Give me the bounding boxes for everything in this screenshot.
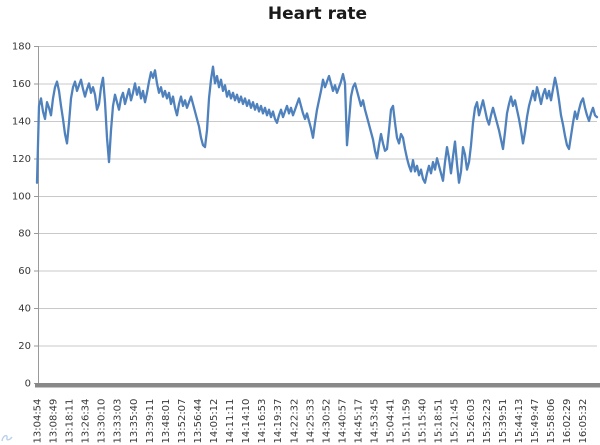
- x-tick-label: 13:26:34: [81, 399, 92, 444]
- x-tick-label: 15:11:59: [402, 399, 413, 444]
- x-tick-label: 15:15:40: [418, 399, 429, 444]
- corner-watermark-artifact: [1, 434, 13, 442]
- x-tick-label: 16:02:29: [562, 399, 573, 444]
- x-tick-label: 13:35:40: [129, 399, 140, 444]
- x-tick-label: 15:18:51: [434, 399, 445, 444]
- x-tick-label: 15:04:41: [386, 399, 397, 444]
- gridlines: [38, 46, 597, 347]
- x-tick-label: 15:21:45: [450, 399, 461, 444]
- y-tick-label: 20: [18, 341, 31, 352]
- y-tick-label: 40: [18, 304, 31, 315]
- x-tick-label: 13:52:07: [177, 399, 188, 444]
- x-tick-label: 15:58:06: [546, 399, 557, 444]
- x-axis-labels: 13:04:54 13:08:49 13:18:11 13:26:34 13:30:10…: [33, 399, 590, 444]
- x-tick-label: 14:45:17: [353, 399, 364, 444]
- x-tick-label: 13:39:11: [145, 399, 156, 444]
- x-tick-label: 13:56:44: [193, 399, 204, 444]
- x-tick-label: 15:39:51: [498, 399, 509, 444]
- x-tick-label: 13:30:10: [97, 399, 108, 444]
- x-tick-label: 15:44:13: [514, 399, 525, 444]
- heart-rate-line: [35, 65, 599, 184]
- y-tick-label: 140: [12, 116, 31, 127]
- y-tick-label: 80: [18, 229, 31, 240]
- x-tick-label: 15:26:03: [466, 399, 477, 444]
- y-tick-label: 180: [12, 42, 31, 53]
- y-tick-label: 60: [18, 266, 31, 277]
- x-tick-label: 14:14:10: [241, 399, 252, 444]
- x-tick-label: 14:30:52: [321, 399, 332, 444]
- chart-title: Heart rate: [267, 4, 368, 24]
- x-axis-bar: [35, 383, 600, 388]
- axes: [34, 46, 600, 388]
- heart-rate-series: [35, 65, 599, 184]
- y-tick-label: 0: [25, 379, 31, 390]
- x-tick-label: 15:32:23: [482, 399, 493, 444]
- x-tick-label: 15:49:47: [530, 399, 541, 444]
- y-tick-label: 100: [12, 191, 31, 202]
- x-tick-label: 14:53:45: [370, 399, 381, 444]
- x-tick-label: 13:48:01: [161, 399, 172, 444]
- y-tick-label: 160: [12, 79, 31, 90]
- x-tick-label: 14:19:37: [273, 399, 284, 444]
- x-tick-label: 14:05:12: [209, 399, 220, 444]
- x-tick-label: 14:16:53: [257, 399, 268, 444]
- x-tick-label: 13:33:03: [113, 399, 124, 444]
- x-tick-label: 13:18:11: [65, 399, 76, 444]
- x-tick-label: 13:04:54: [33, 399, 44, 444]
- x-tick-label: 14:11:11: [225, 399, 236, 444]
- y-axis-labels: 180 160 140 120 100 80 60 40 20 0: [12, 42, 31, 390]
- x-tick-label: 14:22:32: [289, 399, 300, 444]
- x-tick-label: 14:40:57: [337, 399, 348, 444]
- x-tick-label: 13:08:49: [49, 399, 60, 444]
- x-tick-label: 16:05:32: [578, 399, 589, 444]
- y-tick-label: 120: [12, 154, 31, 165]
- x-tick-label: 14:25:33: [305, 399, 316, 444]
